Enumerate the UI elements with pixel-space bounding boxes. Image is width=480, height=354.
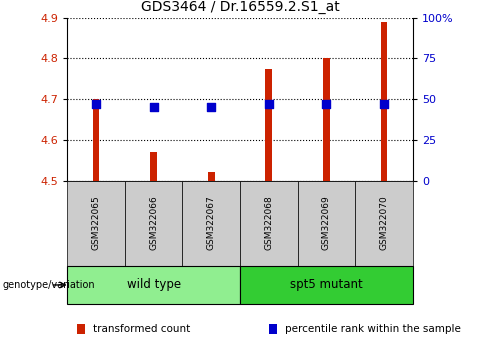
Text: GSM322067: GSM322067 (207, 196, 216, 250)
Text: genotype/variation: genotype/variation (2, 280, 95, 290)
Bar (93, 99, 99, 181)
Text: transformed count: transformed count (93, 324, 190, 334)
Text: GSM322068: GSM322068 (264, 196, 273, 250)
Text: wild type: wild type (127, 279, 180, 291)
Text: GSM322065: GSM322065 (92, 196, 100, 250)
Point (323, 101, 330, 107)
Text: GSM322066: GSM322066 (149, 196, 158, 250)
Text: GSM322069: GSM322069 (322, 196, 331, 250)
Text: percentile rank within the sample: percentile rank within the sample (285, 324, 460, 334)
Bar (208, 172, 215, 181)
Bar (381, 22, 387, 181)
Title: GDS3464 / Dr.16559.2.S1_at: GDS3464 / Dr.16559.2.S1_at (141, 0, 339, 14)
Point (207, 104, 215, 110)
Text: GSM322070: GSM322070 (380, 196, 388, 250)
Point (265, 101, 273, 107)
Point (92, 101, 100, 107)
Point (150, 104, 157, 110)
Point (380, 101, 388, 107)
Bar (150, 152, 157, 181)
Text: spt5 mutant: spt5 mutant (290, 279, 363, 291)
Bar (323, 58, 330, 181)
Bar (265, 69, 272, 181)
